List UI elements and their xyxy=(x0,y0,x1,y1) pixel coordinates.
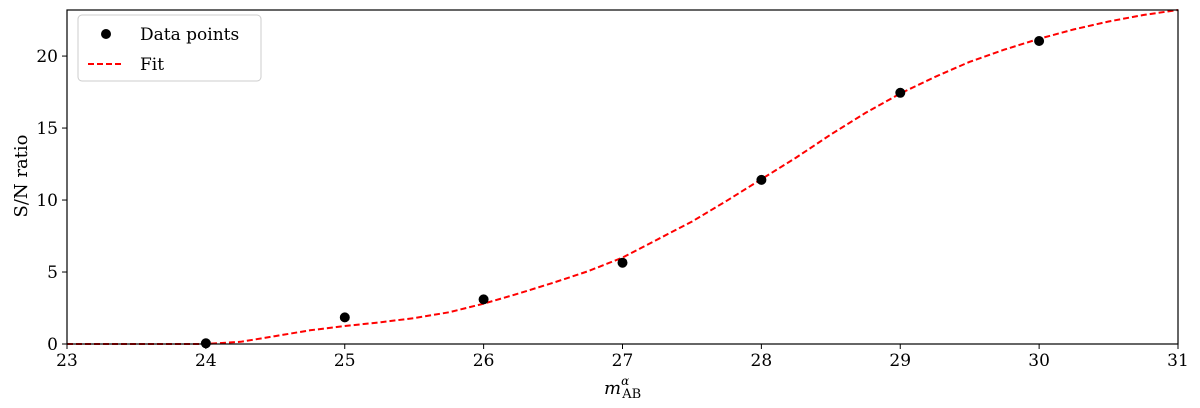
x-axis-label-sup: α xyxy=(621,374,629,388)
x-tick-label: 27 xyxy=(612,351,634,371)
legend-box xyxy=(77,14,262,82)
x-axis-label-sub: AB xyxy=(621,387,641,402)
plot-area xyxy=(67,9,1179,349)
y-tick-label: 5 xyxy=(47,263,58,283)
x-tick-label: 31 xyxy=(1167,351,1189,371)
legend-label-data-points: Data points xyxy=(140,25,239,45)
legend-label-fit: Fit xyxy=(140,55,164,75)
data-point xyxy=(478,294,489,305)
y-tick-label: 0 xyxy=(47,335,58,355)
data-point xyxy=(756,174,767,185)
y-tick-label: 15 xyxy=(36,119,58,139)
x-tick-label: 24 xyxy=(195,351,217,371)
fit-line xyxy=(67,9,1179,345)
legend: Data points Fit xyxy=(77,14,262,82)
x-tick-label: 30 xyxy=(1028,351,1050,371)
data-point xyxy=(339,312,350,323)
data-point xyxy=(895,87,906,98)
x-axis-label-main: m xyxy=(604,378,621,399)
data-point xyxy=(1034,36,1045,46)
data-point xyxy=(617,257,628,268)
data-point xyxy=(200,338,211,349)
y-axis-label: S/N ratio xyxy=(11,134,32,217)
axes: 23 24 25 26 27 28 29 30 31 0 5 10 15 20 xyxy=(36,9,1189,371)
y-tick-label: 20 xyxy=(36,47,58,67)
x-tick-label: 29 xyxy=(889,351,911,371)
x-axis-label: mα AB xyxy=(604,374,641,402)
x-tick-label: 26 xyxy=(473,351,495,371)
x-tick-label: 25 xyxy=(334,351,356,371)
x-tick-label: 28 xyxy=(751,351,773,371)
y-tick-label: 10 xyxy=(36,191,58,211)
x-tick-label: 23 xyxy=(56,351,78,371)
legend-marker-data-points xyxy=(101,29,111,39)
